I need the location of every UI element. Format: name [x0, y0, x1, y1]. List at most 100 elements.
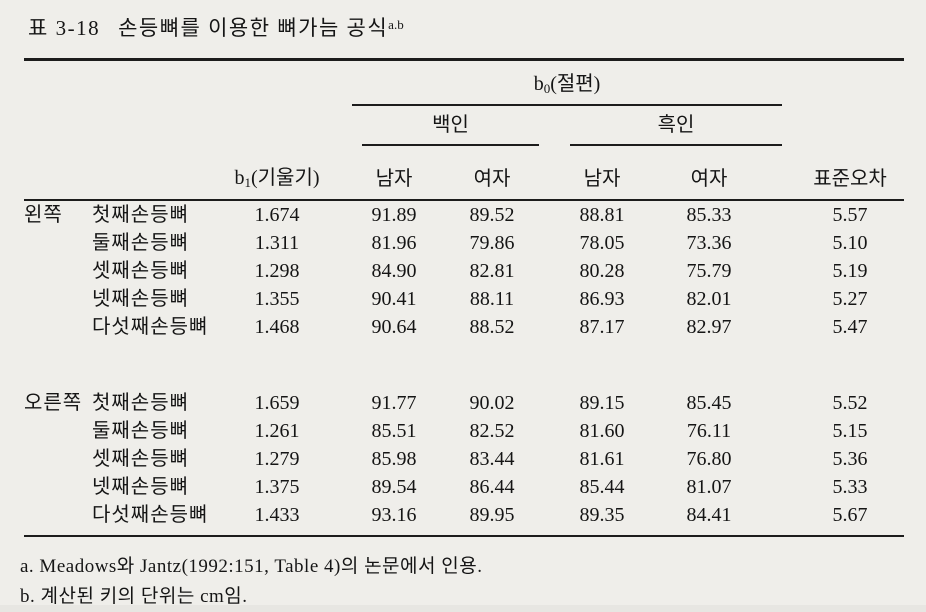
- footnote-b: b. 계산된 키의 단위는 cm임.: [20, 586, 248, 607]
- table-row: 왼쪽 첫째손등뼈 1.674 91.89 89.52 88.81 85.33 5…: [24, 200, 904, 229]
- b1-base: b: [234, 167, 245, 189]
- cell-black-male: 89.15: [579, 392, 625, 414]
- header-row-race: 백인 흑인: [24, 106, 904, 146]
- cell-black-female: 75.79: [686, 260, 732, 282]
- cell-black-female: 84.41: [672, 501, 782, 537]
- header-race-black: 흑인: [562, 106, 782, 146]
- header-white-female: 여자: [452, 146, 562, 201]
- cell-standard-error: 5.19: [832, 260, 868, 282]
- cell-standard-error: 5.47: [832, 316, 868, 338]
- header-empty-cell: [24, 106, 352, 146]
- b0-paren-label: (절편): [550, 73, 601, 95]
- table-row: 오른쪽 첫째손등뼈 1.659 91.77 90.02 89.15 85.45 …: [24, 389, 904, 417]
- cell-black-female: 76.11: [686, 420, 732, 442]
- header-standard-error: 표준오차: [782, 146, 904, 201]
- cell-standard-error: 5.67: [782, 501, 904, 537]
- cell-black-female: 73.36: [686, 232, 732, 254]
- cell-b1: 1.674: [254, 204, 300, 226]
- cell-b1: 1.279: [254, 448, 300, 470]
- cell-b1: 1.311: [254, 232, 300, 254]
- table-row: 셋째손등뼈 1.298 84.90 82.81 80.28 75.79 5.19: [24, 257, 904, 285]
- side-label: 오른쪽: [24, 392, 83, 414]
- header-b0-intercept: b0(절편): [352, 60, 782, 106]
- cell-black-female: 82.01: [686, 288, 732, 310]
- cell-black-male: 87.17: [579, 316, 625, 338]
- cell-black-female: 76.80: [686, 448, 732, 470]
- bone-name: 셋째손등뼈: [92, 448, 189, 470]
- cell-white-male: 91.89: [371, 204, 417, 226]
- cell-b1: 1.433: [232, 501, 352, 537]
- cell-black-male: 81.61: [579, 448, 625, 470]
- cell-white-female: 88.52: [469, 316, 515, 338]
- cell-white-female: 88.11: [469, 288, 515, 310]
- table-title: 손등뼈를 이용한 뼈가늠 공식: [118, 16, 389, 40]
- b0-subscript: 0: [543, 81, 551, 96]
- cell-standard-error: 5.10: [832, 232, 868, 254]
- cell-black-female: 85.45: [686, 392, 732, 414]
- b0-base: b: [533, 73, 544, 95]
- cell-white-male: 89.54: [371, 476, 417, 498]
- bone-name: 다섯째손등뼈: [92, 501, 232, 537]
- cell-black-male: 86.93: [579, 288, 625, 310]
- table-row: 다섯째손등뼈 1.468 90.64 88.52 87.17 82.97 5.4…: [24, 313, 904, 341]
- header-empty-cell: [92, 146, 232, 201]
- cell-b1: 1.375: [254, 476, 300, 498]
- header-empty-cell: [782, 106, 904, 146]
- header-empty-cell: [782, 60, 904, 107]
- cell-b1: 1.298: [254, 260, 300, 282]
- cell-black-female: 81.07: [686, 476, 732, 498]
- cell-white-male: 90.41: [371, 288, 417, 310]
- black-group-underline: 흑인: [570, 108, 782, 146]
- table-row: 넷째손등뼈 1.375 89.54 86.44 85.44 81.07 5.33: [24, 473, 904, 501]
- cell-black-male: 85.44: [579, 476, 625, 498]
- footnote-a: a. Meadows와 Jantz(1992:151, Table 4)의 논문…: [20, 556, 483, 577]
- cell-b1: 1.355: [254, 288, 300, 310]
- white-group-underline: 백인: [362, 108, 539, 146]
- header-row-intercept: b0(절편): [24, 60, 904, 107]
- b0-group-underline: b0(절편): [352, 67, 782, 106]
- white-label: 백인: [432, 114, 469, 136]
- cell-standard-error: 5.36: [832, 448, 868, 470]
- cell-white-male: 85.51: [371, 420, 417, 442]
- cell-black-male: 88.81: [579, 204, 625, 226]
- cell-white-male: 85.98: [371, 448, 417, 470]
- cell-white-male: 93.16: [352, 501, 452, 537]
- table-row: 둘째손등뼈 1.261 85.51 82.52 81.60 76.11 5.15: [24, 417, 904, 445]
- b1-paren-label: (기울기): [250, 167, 320, 189]
- cell-b1: 1.468: [254, 316, 300, 338]
- header-black-female: 여자: [672, 146, 782, 201]
- cell-white-male: 91.77: [371, 392, 417, 414]
- section-spacer: [24, 341, 904, 389]
- table-title-superscript: a.b: [388, 17, 404, 32]
- cell-b1: 1.659: [254, 392, 300, 414]
- footnotes: a. Meadows와 Jantz(1992:151, Table 4)의 논문…: [20, 552, 906, 612]
- table-row: 넷째손등뼈 1.355 90.41 88.11 86.93 82.01 5.27: [24, 285, 904, 313]
- cell-white-female: 83.44: [469, 448, 515, 470]
- bone-name: 다섯째손등뼈: [92, 316, 209, 338]
- table-row: 다섯째손등뼈 1.433 93.16 89.95 89.35 84.41 5.6…: [24, 501, 904, 537]
- bone-name: 셋째손등뼈: [92, 260, 189, 282]
- side-label: 왼쪽: [24, 204, 63, 226]
- cell-black-male: 81.60: [579, 420, 625, 442]
- cell-b1: 1.261: [254, 420, 300, 442]
- cell-standard-error: 5.27: [832, 288, 868, 310]
- cell-standard-error: 5.52: [832, 392, 868, 414]
- cell-white-male: 84.90: [371, 260, 417, 282]
- header-white-male: 남자: [352, 146, 452, 201]
- bone-name: 넷째손등뼈: [92, 476, 189, 498]
- bone-name: 넷째손등뼈: [92, 288, 189, 310]
- cell-white-female: 82.52: [469, 420, 515, 442]
- cell-white-female: 89.95: [452, 501, 562, 537]
- header-black-male: 남자: [562, 146, 672, 201]
- cell-black-female: 82.97: [686, 316, 732, 338]
- header-row-columns: b1(기울기) 남자 여자 남자 여자 표준오차: [24, 146, 904, 201]
- cell-white-female: 82.81: [469, 260, 515, 282]
- table-caption: 표 3-18 손등뼈를 이용한 뼈가늠 공식a.b: [28, 12, 906, 42]
- cell-white-male: 81.96: [371, 232, 417, 254]
- bone-name: 둘째손등뼈: [92, 232, 189, 254]
- cell-standard-error: 5.15: [832, 420, 868, 442]
- bone-name: 둘째손등뼈: [92, 420, 189, 442]
- b1-subscript: 1: [244, 175, 251, 190]
- cell-white-female: 86.44: [469, 476, 515, 498]
- header-b1-slope: b1(기울기): [232, 146, 352, 201]
